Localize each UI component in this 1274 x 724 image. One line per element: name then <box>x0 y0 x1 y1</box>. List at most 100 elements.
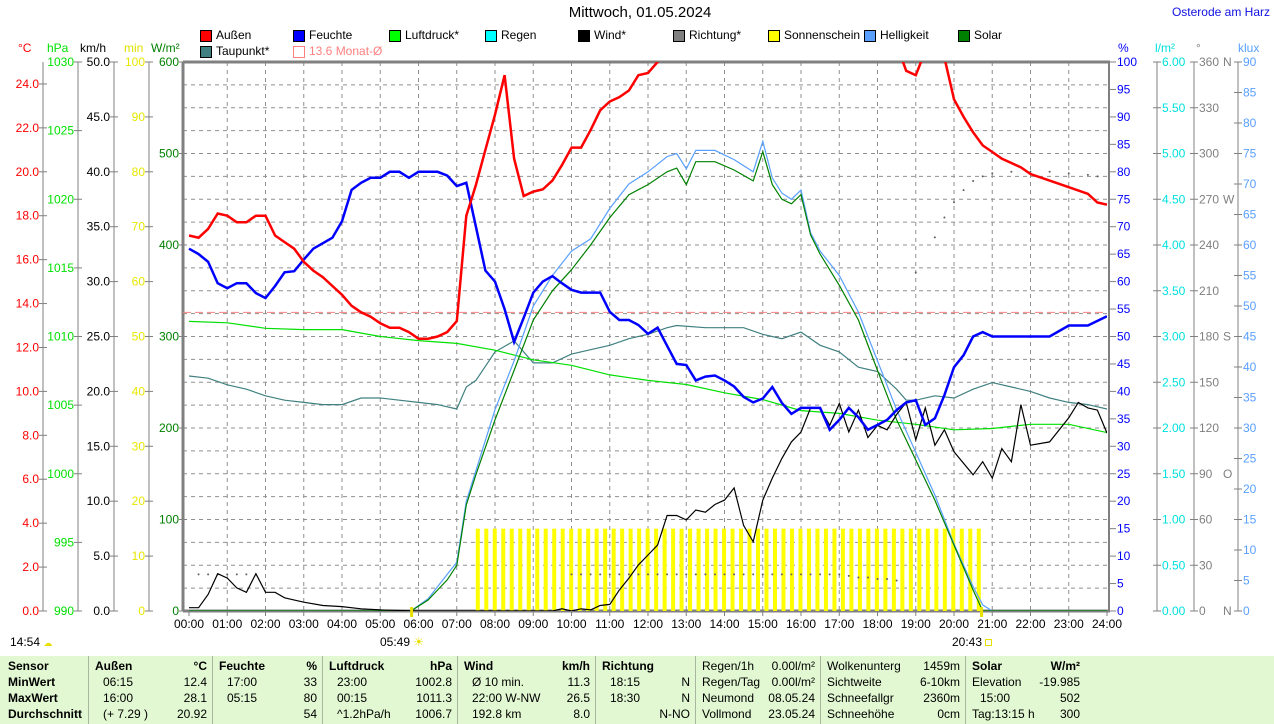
direction-point <box>895 579 898 582</box>
pressure-unit: hPa <box>47 41 69 55</box>
x-tick-label: 22:00 <box>1015 617 1045 631</box>
solar-axis-label: 300 <box>159 330 179 344</box>
hum-axis-label: 10 <box>1117 549 1131 563</box>
rain-axis-label: 3.50 <box>1162 284 1186 298</box>
sunshine-total: 14:54 ☁ <box>10 635 52 650</box>
row-label-min: MinWert <box>8 675 56 689</box>
wind-value: 11.3 <box>567 675 590 689</box>
legend-label: Wind* <box>594 28 627 42</box>
sunshine-bar <box>645 528 650 611</box>
solar-label: Tag:13:15 h <box>972 707 1035 721</box>
solar-header: Solar <box>972 659 1003 673</box>
direction-point <box>866 576 869 579</box>
legend-item: Luftdruck* <box>389 29 459 42</box>
sunshine-bar <box>586 528 591 611</box>
x-tick-label: 00:00 <box>174 617 204 631</box>
wolken-value: 0cm <box>937 707 960 721</box>
legend-label: Solar <box>974 28 1003 42</box>
dir-axis-label: 300 <box>1199 147 1219 161</box>
temp-axis-label: 14.0 <box>16 297 40 311</box>
richtung-value: N <box>681 675 690 689</box>
sunshine-bar <box>475 528 480 611</box>
direction-point <box>685 573 688 576</box>
legend-item: Außen <box>200 29 251 42</box>
sunshine-bar <box>857 528 862 611</box>
sunshine-bar <box>560 528 565 611</box>
x-tick-label: 08:00 <box>480 617 510 631</box>
series-luftdruck <box>188 320 1107 434</box>
direction-point <box>627 573 630 576</box>
sun-icon: ☀ <box>413 635 425 649</box>
sunshine-bar <box>815 528 820 611</box>
direction-point <box>1048 170 1051 173</box>
series-feuchte <box>188 170 1107 433</box>
sunshine-bar <box>671 528 676 611</box>
legend-swatch <box>200 29 212 42</box>
row-label-max: MaxWert <box>8 691 58 705</box>
sunshine-bar <box>756 528 761 611</box>
lux-axis-label: 10 <box>1243 543 1257 557</box>
sunshine-bar <box>849 528 854 611</box>
rain-axis-label: 1.50 <box>1162 467 1186 481</box>
sunshine-bar <box>662 528 667 611</box>
direction-point <box>608 573 611 576</box>
dir-axis-label: 60 <box>1199 513 1213 527</box>
lux-axis-label: 40 <box>1243 360 1257 374</box>
direction-point <box>570 573 573 576</box>
solar-label: 15:00 <box>980 691 1011 705</box>
temp-axis-label: 6.0 <box>22 472 39 486</box>
sunset-marker: 20:43 <box>952 635 993 649</box>
lux-axis-label: 0 <box>1243 604 1250 618</box>
sunrise-marker: 05:49 ☀ <box>380 635 424 649</box>
sunshine-bar <box>891 528 896 611</box>
sunshine-total-value: 14:54 <box>10 635 41 649</box>
regen-value: 0.00l/m² <box>771 659 815 673</box>
temp-axis-label: 12.0 <box>16 340 40 354</box>
wolken-label: Sichtweite <box>827 675 882 689</box>
sunshine-bar <box>518 528 523 611</box>
plot-area <box>183 62 1107 611</box>
legend-swatch <box>200 45 212 58</box>
aussen-time: 06:15 <box>103 675 134 689</box>
rain-axis-label: 1.00 <box>1162 513 1186 527</box>
luftdruck-value: 1006.7 <box>415 707 452 721</box>
regen-value: 08.05.24 <box>768 691 815 705</box>
richtung-time: 18:15 <box>610 675 641 689</box>
wind-unit: km/h <box>80 41 107 55</box>
temp-axis-label: 0.0 <box>22 604 39 618</box>
dir-axis-label: 360 <box>1199 55 1219 69</box>
sunrise-time: 05:49 <box>380 635 411 649</box>
row-label-avg: Durchschnitt <box>8 707 83 721</box>
sunshine-bar <box>747 528 752 611</box>
sunshine-bar <box>501 528 506 611</box>
luftdruck-value: 1002.8 <box>415 675 452 689</box>
rain-axis-label: 5.50 <box>1162 101 1186 115</box>
hum-axis-label: 40 <box>1117 384 1131 398</box>
sunshine-bar <box>764 528 769 611</box>
temp-axis-label: 8.0 <box>22 428 39 442</box>
x-tick-label: 19:00 <box>901 617 931 631</box>
sunshine-bar <box>654 528 659 611</box>
x-tick-label: 17:00 <box>824 617 854 631</box>
hum-axis-label: 45 <box>1117 357 1131 371</box>
wind-value: 26.5 <box>566 691 590 705</box>
sunshine-bar <box>874 528 879 611</box>
direction-point <box>675 573 678 576</box>
sunshine-bar <box>637 528 642 611</box>
sun-axis-label: 70 <box>132 220 146 234</box>
direction-point <box>245 573 248 576</box>
legend-label: Regen <box>501 28 537 42</box>
sunshine-bar <box>620 528 625 611</box>
rain-axis-label: 0.50 <box>1162 558 1186 572</box>
location-label: Osterode am Harz <box>1171 5 1270 19</box>
rain-axis-label: 5.00 <box>1162 147 1186 161</box>
hum-axis-label: 20 <box>1117 494 1131 508</box>
dir-axis-label: 30 <box>1199 558 1213 572</box>
wolken-value: 6-10km <box>919 675 960 689</box>
x-tick-label: 04:00 <box>327 617 357 631</box>
dir-compass-label: N <box>1223 604 1232 618</box>
legend-label: 13.6 Monat-Ø <box>309 44 383 58</box>
direction-point <box>1096 175 1099 178</box>
direction-point <box>647 573 649 576</box>
x-tick-label: 09:00 <box>518 617 548 631</box>
